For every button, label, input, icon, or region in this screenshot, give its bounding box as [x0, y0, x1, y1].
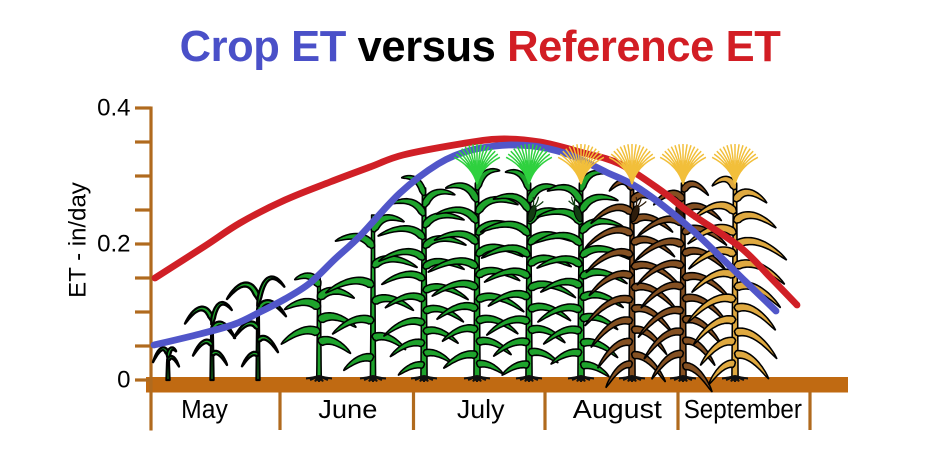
svg-text:0: 0	[117, 367, 130, 394]
svg-text:July: July	[457, 394, 505, 424]
svg-text:August: August	[573, 394, 662, 423]
svg-text:ET - in/day: ET - in/day	[65, 182, 92, 298]
svg-text:0.4: 0.4	[97, 95, 130, 122]
svg-text:May: May	[181, 395, 228, 424]
svg-text:0.2: 0.2	[97, 231, 130, 258]
svg-text:June: June	[318, 395, 377, 424]
svg-text:Crop ET versus Reference ET: Crop ET versus Reference ET	[180, 23, 782, 71]
svg-text:September: September	[684, 395, 802, 424]
